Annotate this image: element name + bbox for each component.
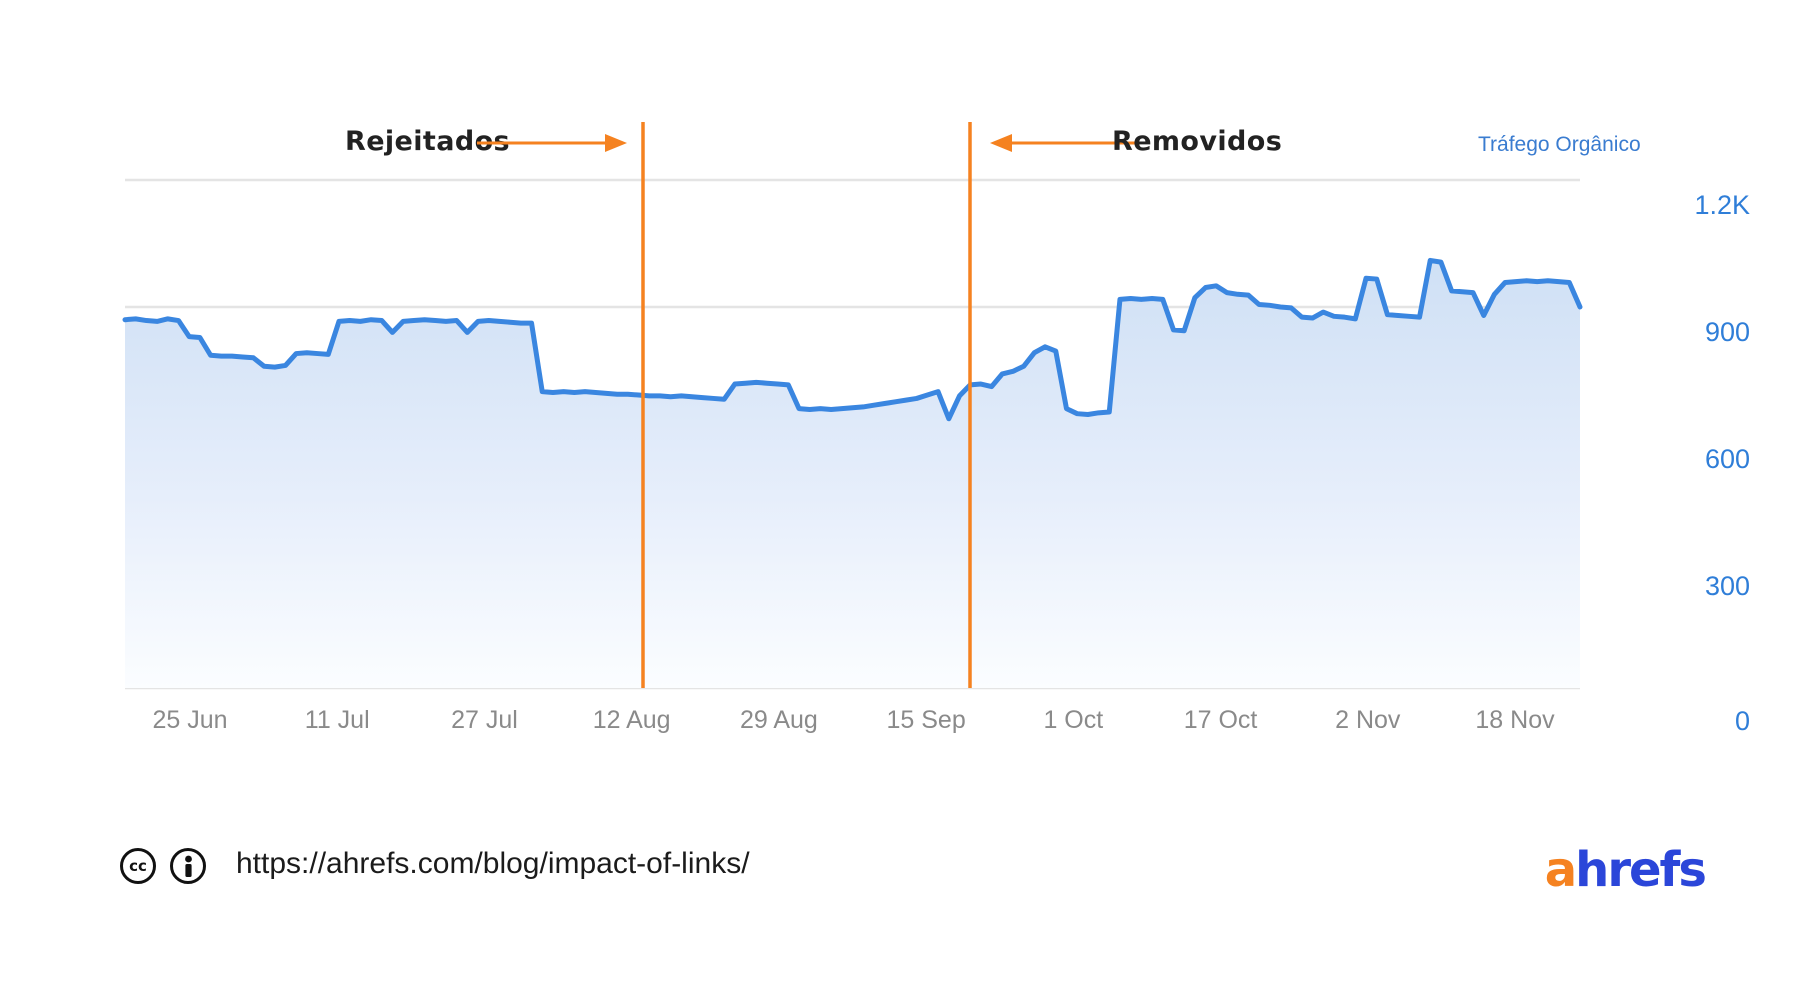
- x-axis-tick: 15 Sep: [886, 706, 966, 734]
- y-axis-tick: 300: [1704, 571, 1750, 601]
- ahrefs-logo-rest: hrefs: [1575, 842, 1707, 898]
- creative-commons-icons: cc: [120, 848, 206, 884]
- x-axis-tick: 27 Jul: [451, 706, 518, 734]
- x-axis-tick: 1 Oct: [1043, 706, 1104, 734]
- ahrefs-logo: ahrefs: [1544, 842, 1707, 898]
- y-axis-tick: 1.2K: [1694, 190, 1750, 220]
- chart-canvas: [122, 122, 1583, 690]
- x-axis-tick: 11 Jul: [304, 706, 370, 734]
- ahrefs-logo-a: a: [1544, 842, 1577, 898]
- x-axis-tick: 18 Nov: [1475, 706, 1555, 734]
- organic-traffic-chart: 1.2K 900 600 300 0 25 Jun 11 Jul 27 Jul 12 Aug 2…: [0, 0, 1800, 760]
- cc-icon: cc: [120, 848, 156, 884]
- y-axis: 1.2K 900 600 300 0: [1620, 0, 1800, 760]
- x-axis-tick: 2 Nov: [1335, 706, 1401, 734]
- chart-data-line: [122, 257, 1583, 422]
- x-axis-tick: 12 Aug: [592, 706, 671, 734]
- source-url[interactable]: https://ahrefs.com/blog/impact-of-links/: [236, 847, 750, 880]
- x-axis-tick: 29 Aug: [739, 706, 818, 734]
- y-axis-tick: 0: [1734, 706, 1750, 736]
- x-axis-tick: 17 Oct: [1183, 706, 1258, 734]
- x-axis-tick: 25 Jun: [152, 706, 228, 734]
- chart-area-fill: [125, 260, 1580, 688]
- footer: cc https://ahrefs.com/blog/impact-of-lin…: [0, 820, 1800, 940]
- cc-icon-glyph: cc: [129, 856, 147, 875]
- y-axis-tick: 900: [1704, 317, 1750, 347]
- person-icon: [170, 848, 206, 884]
- y-axis-tick: 600: [1704, 444, 1750, 474]
- x-axis: 25 Jun 11 Jul 27 Jul 12 Aug 29 Aug 15 Sep 1 Oc…: [0, 706, 1800, 756]
- chart-marker-lines: [641, 122, 972, 688]
- person-icon-glyph: [184, 855, 192, 877]
